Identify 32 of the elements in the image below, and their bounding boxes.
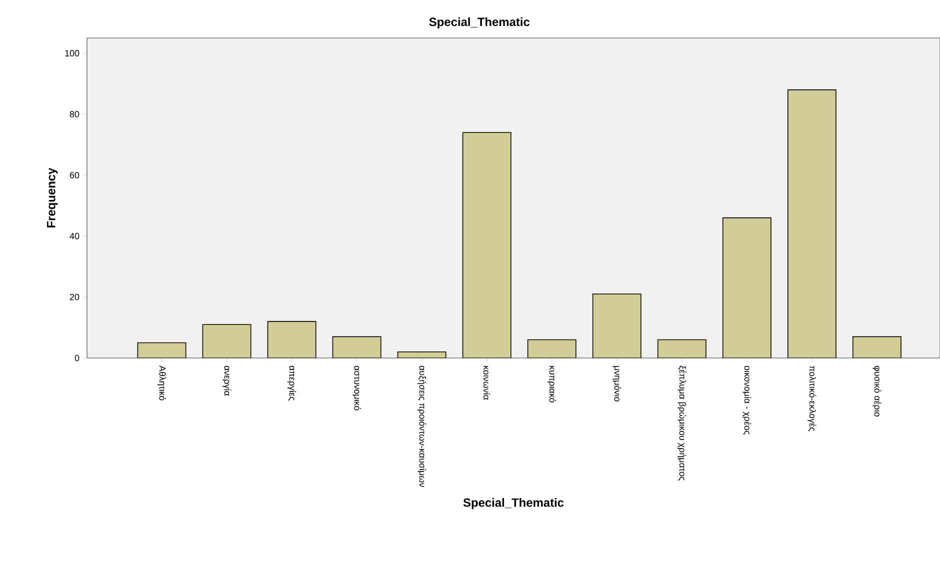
bar — [332, 336, 381, 358]
x-tick-label: αστυνομικό — [352, 366, 362, 410]
y-tick-label: 20 — [70, 294, 80, 300]
x-tick-label: φυσικό αέριο — [872, 366, 882, 416]
y-axis-title: Frequency — [46, 168, 58, 228]
bar — [528, 340, 576, 358]
bar — [658, 340, 706, 358]
y-tick-label: 0 — [74, 354, 80, 362]
bar — [852, 336, 902, 358]
x-tick-label: κυπριακό — [548, 366, 556, 402]
x-tick-label: απεργίες — [287, 366, 296, 400]
chart-title: Special_Thematic — [429, 17, 530, 28]
x-tick-label: ξέπλυμα βρώμικου χρήματος — [678, 366, 686, 480]
y-tick-label: 60 — [70, 172, 80, 178]
x-axis-title: Special_Thematic — [463, 498, 564, 510]
x-tick-label: οικονομία - χρέος — [742, 366, 752, 434]
bar — [722, 218, 771, 358]
x-tick-label: μνημόνιο — [612, 366, 622, 402]
bar — [592, 294, 641, 358]
x-tick-label: αυξήσεις προιόντων-καυσίμων — [418, 366, 426, 487]
y-tick-label: 40 — [70, 232, 80, 240]
x-tick-label: ανεργία — [222, 366, 232, 396]
y-tick-label: 100 — [65, 50, 80, 56]
x-tick-label: πολιτικό-εκλογές — [808, 366, 816, 432]
x-tick-label: Αθλητικό — [157, 366, 166, 400]
bar — [138, 342, 186, 358]
x-tick-label: κοινωνία — [483, 366, 490, 400]
bar — [202, 324, 251, 358]
y-tick-label: 80 — [70, 111, 80, 118]
bar — [462, 132, 511, 358]
bar — [788, 90, 836, 358]
bar — [268, 321, 316, 358]
